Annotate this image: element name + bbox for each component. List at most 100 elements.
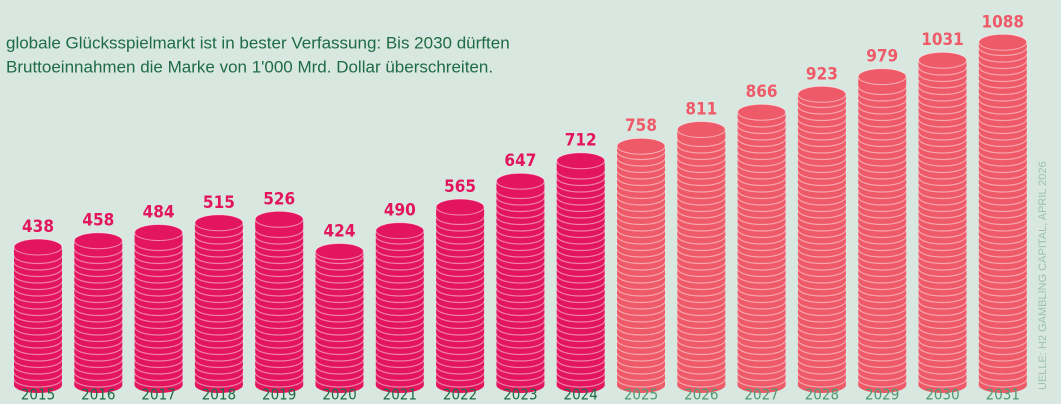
coin-edge	[917, 294, 968, 304]
coin-edge	[616, 157, 666, 167]
coin-edge	[978, 346, 1028, 356]
x-tick-label: 2019	[262, 386, 296, 404]
coin-edge	[676, 196, 726, 206]
coin-edge	[314, 346, 365, 356]
coin-edge	[556, 235, 606, 245]
coin-edge	[556, 209, 606, 219]
coin-edge	[495, 255, 545, 265]
coin-edge	[194, 229, 244, 239]
coin-edge	[857, 255, 907, 265]
coin-edge	[556, 255, 606, 265]
coin-edge	[857, 372, 907, 382]
coin-edge	[797, 131, 847, 141]
coin-edge	[556, 346, 606, 356]
source: UELLE: H2 GAMBLING CAPITAL, APRIL 2026	[1037, 161, 1049, 390]
coin-edge	[857, 144, 907, 154]
coin-edge	[556, 352, 606, 362]
stack-bottom	[436, 377, 485, 393]
coin-edge	[978, 144, 1028, 154]
coin-edge	[978, 274, 1028, 284]
coin-edge	[737, 177, 787, 187]
coin-edge	[194, 274, 244, 284]
coin-edge	[797, 209, 847, 219]
coin-edge	[676, 170, 726, 180]
coin-edge	[495, 346, 545, 356]
coin-edge	[134, 294, 184, 304]
coin-edge	[435, 222, 485, 232]
coin-edge	[857, 131, 907, 141]
stack-bottom	[858, 377, 907, 393]
coin-edge	[314, 307, 365, 317]
coin-edge	[556, 359, 606, 369]
coin-edge	[495, 294, 545, 304]
bar	[315, 251, 364, 385]
coin-edge	[73, 333, 123, 343]
coin-edge	[435, 287, 485, 297]
coin-edge	[194, 242, 244, 252]
coin-edge	[556, 248, 606, 258]
coin-edge	[978, 300, 1028, 310]
coin-edge	[676, 151, 726, 161]
coin-edge	[917, 222, 968, 232]
coin-edge	[616, 190, 666, 200]
coin-edge	[737, 196, 787, 206]
coin-edge	[737, 313, 787, 323]
coin-edge	[73, 359, 123, 369]
coin-edge	[616, 326, 666, 336]
coin-edge	[797, 177, 847, 187]
stack-bottom	[134, 377, 183, 393]
coin-edge	[917, 274, 968, 284]
coin-edge	[134, 365, 184, 375]
coin-edge	[13, 287, 63, 297]
coin-edge	[435, 307, 485, 317]
coin-edge	[857, 346, 907, 356]
coin-edge	[917, 216, 968, 226]
coin-edge	[134, 359, 184, 369]
coin-edge	[73, 261, 123, 271]
coin-edge	[676, 229, 726, 239]
coin-edge	[676, 144, 726, 154]
coin-edge	[797, 105, 847, 115]
bar	[74, 240, 123, 385]
coin-edge	[435, 261, 485, 271]
x-tick-label: 2031	[986, 386, 1020, 404]
coin-edge	[857, 105, 907, 115]
coin-edge	[73, 365, 123, 375]
coin-edge	[13, 300, 63, 310]
coin-edge	[797, 346, 847, 356]
coin-edge	[857, 235, 907, 245]
stack-top	[857, 68, 907, 86]
coin-edge	[978, 112, 1028, 122]
coin-edge	[314, 274, 365, 284]
coin-edge	[435, 326, 485, 336]
coin-edge	[435, 359, 485, 369]
coin-edge	[978, 255, 1028, 265]
coin-edge	[134, 378, 184, 388]
coin-edge	[194, 235, 244, 245]
coin-edge	[797, 372, 847, 382]
coin-edge	[917, 73, 968, 83]
coin-edge	[676, 346, 726, 356]
coin-edge	[857, 307, 907, 317]
coin-edge	[194, 352, 244, 362]
value-label: 647	[504, 151, 536, 171]
coin-edge	[676, 365, 726, 375]
coin-edge	[737, 268, 787, 278]
coin-edge	[917, 229, 968, 239]
coin-edge	[676, 294, 726, 304]
coin-edge	[616, 352, 666, 362]
coin-edge	[797, 170, 847, 180]
coin-edge	[797, 157, 847, 167]
bar	[797, 94, 846, 385]
coin-edge	[917, 112, 968, 122]
chart-subtitle: Bruttoeinnahmen die Marke von 1'000 Mrd.…	[6, 57, 493, 76]
coin-edge	[676, 203, 726, 213]
coin-edge	[134, 274, 184, 284]
coin-edge	[134, 333, 184, 343]
coin-edge	[556, 365, 606, 375]
coin-edge	[495, 287, 545, 297]
coin-edge	[978, 281, 1028, 291]
coin-edge	[13, 359, 63, 369]
coin-edge	[978, 229, 1028, 239]
